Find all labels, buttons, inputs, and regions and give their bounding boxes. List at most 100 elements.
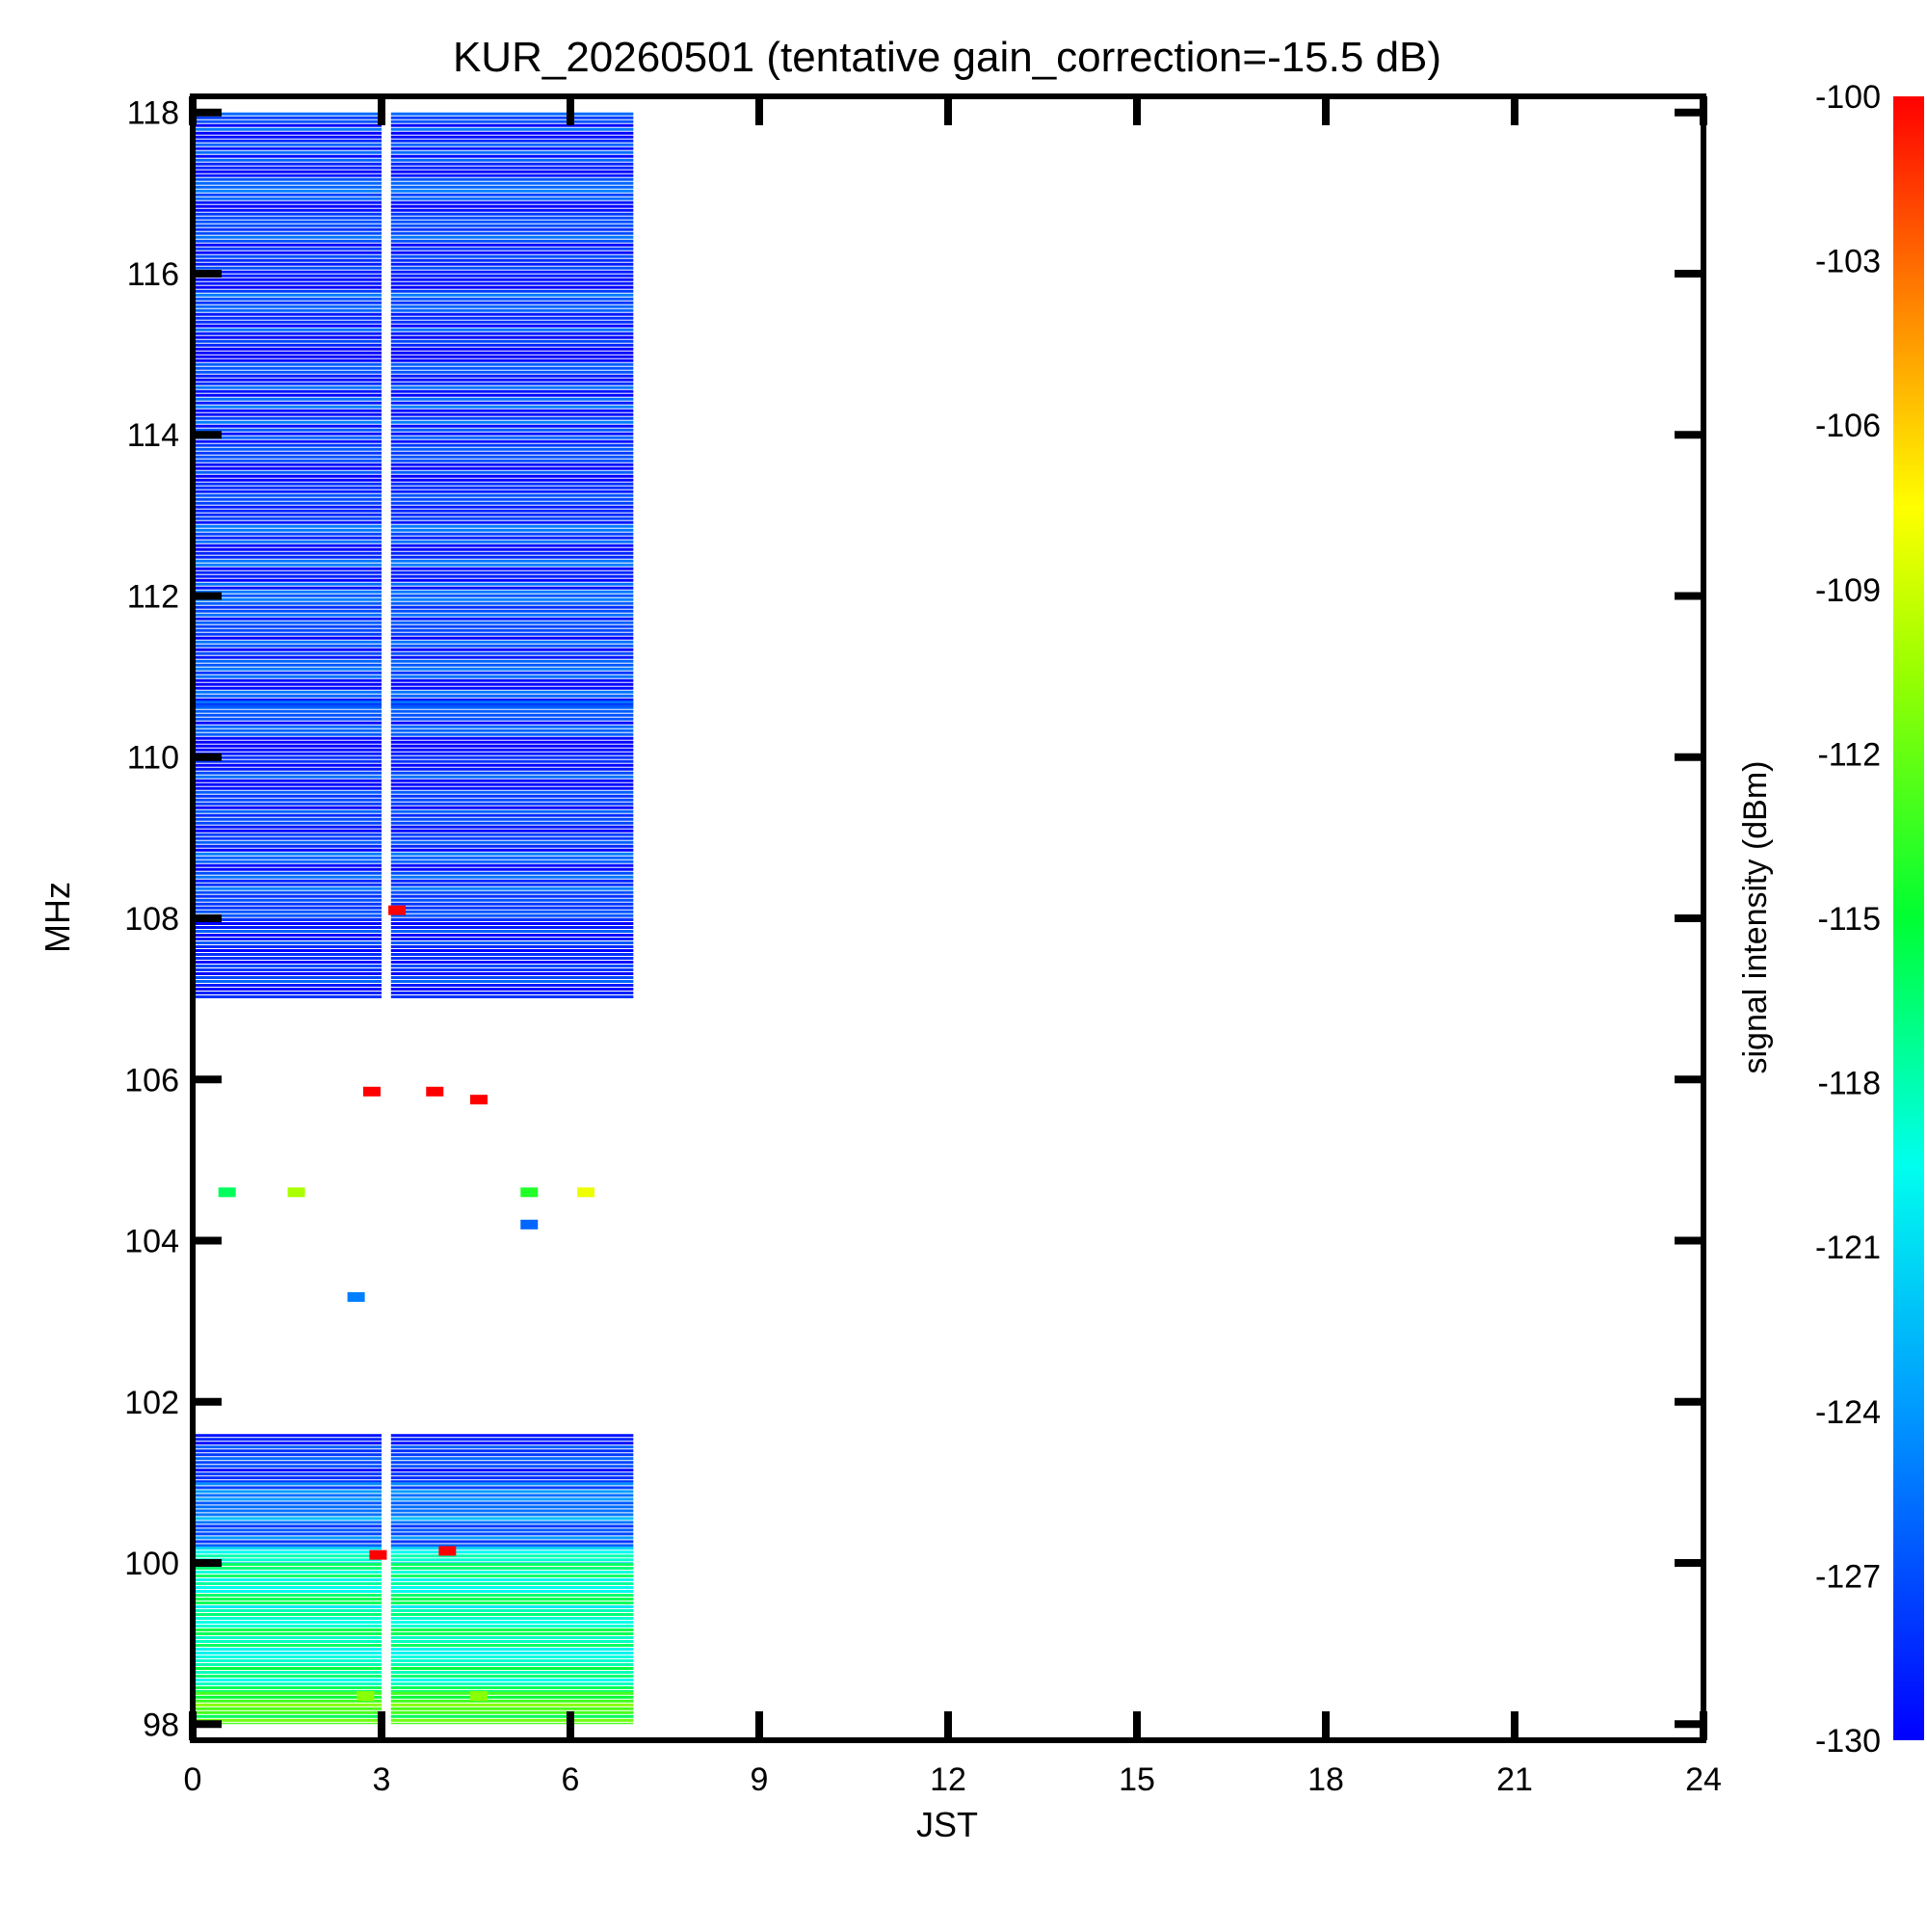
heatmap-cell [391,1445,634,1448]
heatmap-cell [391,652,634,655]
heatmap-cell [193,498,382,501]
signal-spot [577,1187,594,1197]
heatmap-cell [391,1696,634,1699]
heatmap-cell [391,633,634,636]
heatmap-cell [193,421,382,424]
heatmap-cell [391,1679,634,1681]
heatmap-cell [193,683,382,686]
heatmap-cell [193,1632,382,1635]
heatmap-cell [391,1636,634,1639]
heatmap-cell [391,679,634,682]
heatmap-cell [193,672,382,675]
heatmap-cell [391,529,634,532]
heatmap-cell [391,1575,634,1577]
heatmap-cell [391,610,634,613]
heatmap-cell [193,880,382,883]
heatmap-cell [193,1550,382,1553]
heatmap-cell [391,383,634,385]
heatmap-cell [193,348,382,351]
heatmap-cell [193,290,382,293]
heatmap-cell [391,410,634,412]
heatmap-cell [391,429,634,432]
heatmap-cell [193,286,382,289]
heatmap-cell [193,236,382,239]
heatmap-cell [391,1621,634,1624]
heatmap-cell [391,167,634,170]
heatmap-cell [193,1636,382,1639]
heatmap-cell [193,1521,382,1523]
heatmap-cell [391,217,634,220]
heatmap-cell [193,128,382,131]
heatmap-cell [193,460,382,463]
heatmap-cell [193,1704,382,1707]
heatmap-cell [391,1513,634,1516]
heatmap-cell [193,1671,382,1674]
heatmap-cell [193,1594,382,1597]
heatmap-cell [391,406,634,409]
heatmap-cell [193,340,382,343]
x-tick-label: 18 [1307,1761,1344,1798]
heatmap-cell [193,171,382,173]
heatmap-cell [193,444,382,447]
heatmap-cell [391,286,634,289]
heatmap-cell [193,1696,382,1699]
heatmap-cell [193,938,382,940]
heatmap-band [193,1434,633,1482]
heatmap-cell [391,1528,634,1531]
heatmap-cell [193,552,382,555]
heatmap-cell [391,548,634,551]
y-axis-label: MHz [38,882,77,953]
heatmap-cell [193,325,382,328]
heatmap-cell [391,1547,634,1549]
y-tick-label: 112 [127,578,179,615]
heatmap-cell [193,641,382,644]
heatmap-cell [391,221,634,224]
heatmap-cell [193,205,382,208]
heatmap-cell [391,1682,634,1685]
heatmap-cell [391,502,634,505]
heatmap-cell [391,1711,634,1714]
heatmap-cell [193,988,382,991]
heatmap-cell [391,1505,634,1508]
heatmap-cell [391,402,634,405]
heatmap-cell [391,826,634,829]
heatmap-cell [193,1505,382,1508]
heatmap-cell [391,880,634,883]
y-tick-label: 108 [124,901,179,938]
x-tick-label: 0 [184,1761,202,1798]
heatmap-cell [391,1655,634,1658]
heatmap-cell [193,968,382,971]
heatmap-cell [391,1497,634,1500]
heatmap-cell [391,841,634,844]
heatmap-cell [391,267,634,270]
heatmap-cell [391,691,634,694]
heatmap-cell [193,159,382,162]
heatmap-cell [391,375,634,378]
heatmap-cell [391,992,634,994]
heatmap-cell [391,1690,634,1692]
heatmap-cell [193,506,382,509]
heatmap-cell [193,1480,382,1482]
heatmap-cell [193,1490,382,1493]
heatmap-cell [193,556,382,559]
heatmap-cell [193,248,382,251]
heatmap-cell [391,263,634,266]
y-tick-label: 118 [127,95,179,132]
heatmap-cell [391,560,634,563]
heatmap-cell [391,1554,634,1557]
heatmap-cell [193,629,382,632]
heatmap-cell [193,1434,382,1437]
heatmap-cell [391,205,634,208]
heatmap-cell [391,1490,634,1493]
heatmap-cell [391,595,634,597]
x-tick-label: 21 [1496,1761,1533,1798]
colorbar-tick-label: -124 [1815,1394,1881,1431]
heatmap-cell [391,132,634,135]
heatmap-cell [391,780,634,782]
heatmap-cell [391,622,634,624]
heatmap-cell [391,186,634,189]
heatmap-cell [391,625,634,628]
y-tick-label: 110 [127,740,179,777]
heatmap-cell [193,799,382,802]
heatmap-cell [391,618,634,621]
